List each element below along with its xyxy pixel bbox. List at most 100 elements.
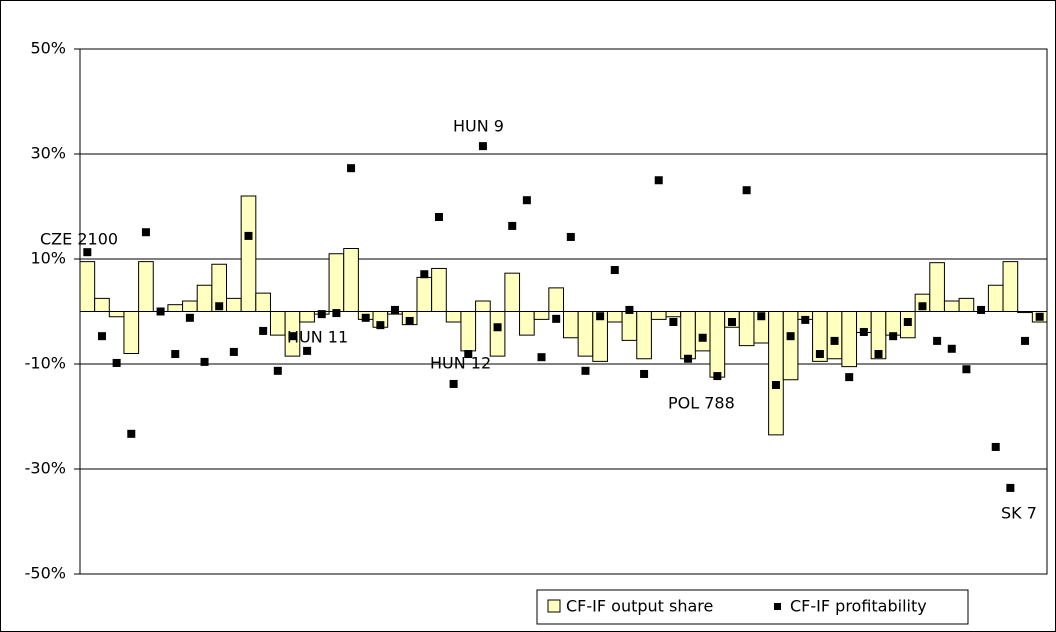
dot	[581, 366, 590, 375]
dot	[332, 309, 341, 318]
dot	[874, 350, 883, 359]
dot	[361, 313, 370, 322]
dot	[669, 318, 678, 326]
dot	[434, 213, 443, 221]
dot	[347, 164, 356, 173]
y-tick-label: 10%	[30, 249, 66, 268]
bar	[226, 297, 242, 312]
dot	[1035, 312, 1044, 321]
legend-box	[536, 589, 969, 625]
bar	[460, 311, 477, 352]
dot	[1021, 336, 1030, 345]
dot	[259, 326, 268, 335]
bar	[416, 276, 433, 312]
bar	[577, 311, 594, 357]
bar	[299, 311, 315, 323]
dot	[815, 350, 824, 359]
bar	[987, 284, 1004, 312]
bar	[94, 297, 110, 312]
dot	[977, 305, 986, 314]
bar	[709, 311, 726, 378]
bar	[826, 311, 843, 360]
dot	[464, 350, 473, 359]
dot	[83, 248, 92, 257]
dot	[493, 323, 502, 332]
bar	[79, 261, 96, 312]
dot	[229, 347, 238, 356]
bar	[563, 311, 579, 339]
bar	[680, 311, 696, 360]
dot	[97, 332, 106, 341]
bar	[167, 304, 184, 312]
bar	[240, 195, 257, 312]
bar	[519, 311, 535, 336]
dot	[405, 316, 414, 325]
bar	[768, 311, 784, 436]
dot	[112, 358, 121, 367]
annotation: HUN 11	[287, 328, 348, 347]
dot	[947, 344, 956, 353]
dot	[200, 357, 209, 366]
y-tick-label: 30%	[30, 144, 66, 163]
dot	[918, 302, 927, 311]
dot	[171, 350, 180, 359]
dot	[420, 270, 429, 279]
dot	[684, 354, 693, 363]
legend-label: CF-IF output share	[566, 597, 713, 616]
dot	[889, 332, 898, 341]
legend-swatch	[774, 603, 781, 610]
dot	[698, 333, 707, 342]
bar	[533, 311, 550, 320]
bar	[665, 311, 682, 318]
bar	[431, 267, 447, 313]
bar	[943, 300, 960, 312]
annotation: SK 7	[1001, 504, 1037, 523]
dot	[859, 327, 868, 336]
dot	[244, 231, 253, 240]
y-tick-label: -50%	[25, 564, 66, 583]
annotation: HUN 12	[430, 354, 491, 373]
dot	[478, 142, 487, 151]
y-tick-label: -30%	[25, 459, 66, 478]
bar	[269, 311, 286, 336]
bar	[841, 311, 858, 368]
bar	[182, 300, 198, 312]
dot	[991, 442, 1000, 451]
dot	[552, 314, 561, 323]
dot	[391, 305, 400, 314]
bar	[694, 311, 711, 352]
dot	[215, 302, 224, 311]
bar	[489, 311, 506, 357]
bar	[196, 284, 213, 312]
y-tick-label: -10%	[25, 354, 66, 373]
dot	[610, 266, 619, 275]
dot	[713, 372, 722, 381]
bar	[650, 311, 667, 320]
dot	[801, 315, 810, 324]
dot	[596, 312, 605, 321]
dot	[962, 365, 971, 374]
dot	[727, 318, 736, 326]
bar	[328, 253, 345, 312]
legend-swatch	[547, 599, 561, 613]
dot	[508, 221, 517, 230]
dot	[288, 332, 297, 341]
dot	[127, 429, 136, 438]
y-tick-label: 50%	[30, 39, 66, 58]
bar	[255, 292, 271, 312]
bar	[123, 311, 140, 354]
dot	[303, 346, 312, 355]
bar	[475, 300, 491, 312]
bar	[138, 261, 154, 312]
dot	[522, 196, 531, 205]
dot	[537, 353, 546, 362]
dot	[376, 321, 385, 330]
dot	[317, 310, 326, 319]
dot	[786, 332, 795, 341]
dot	[1006, 483, 1015, 492]
bar	[343, 248, 359, 312]
bar	[958, 297, 975, 312]
bar	[738, 311, 755, 347]
dot	[903, 318, 912, 326]
